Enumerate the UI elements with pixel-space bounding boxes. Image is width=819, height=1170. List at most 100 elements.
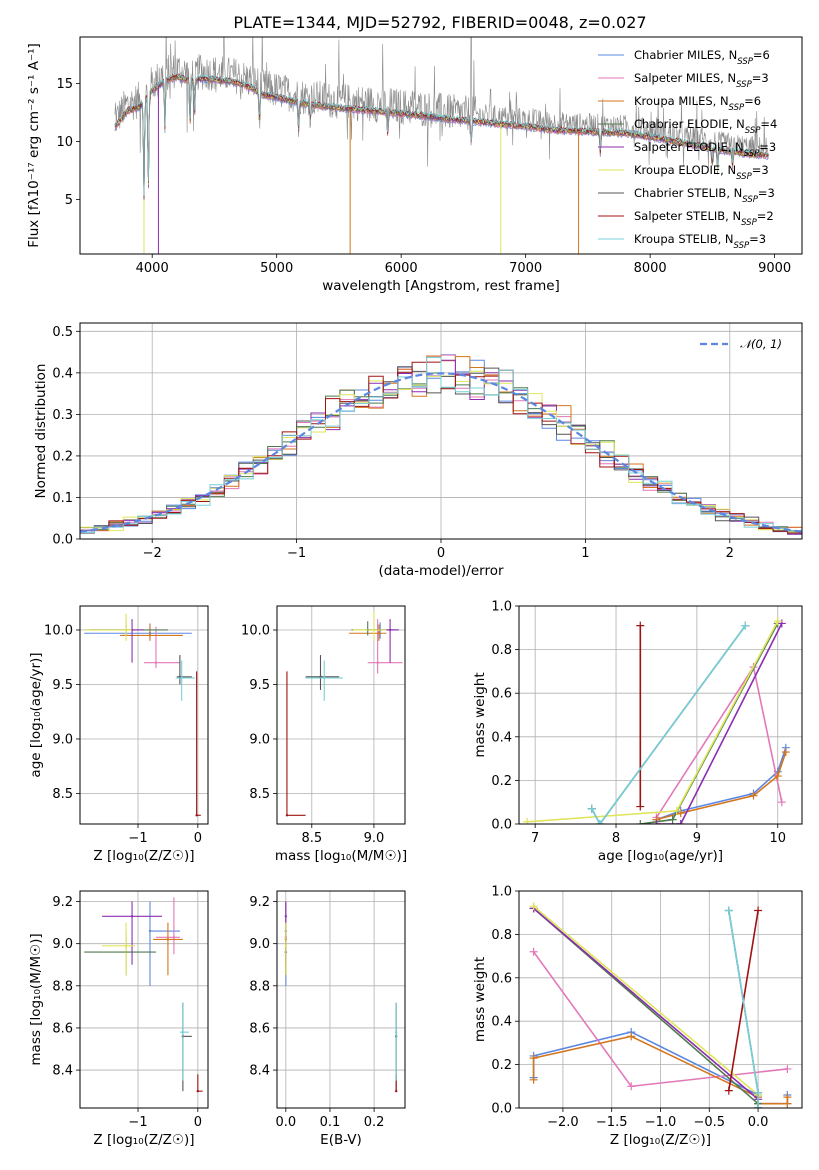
- y-tick-label: 9.0: [249, 732, 270, 747]
- y-tick-label: 8.8: [249, 979, 270, 994]
- legend-label: Salpeter STELIB, N: [634, 209, 741, 223]
- legend-label: Salpeter ELODIE, N: [634, 140, 744, 154]
- series-kroupa-elodie: [102, 922, 136, 976]
- series-line: [591, 625, 747, 824]
- y-tick-label: 9.2: [249, 895, 270, 910]
- plus-marker: [523, 817, 532, 824]
- y-tick-label: 0.6: [491, 687, 512, 702]
- axes-frame: [79, 605, 209, 825]
- plot-area: [114, 37, 769, 254]
- legend-suffix: =2: [757, 209, 774, 223]
- axes-frame: [276, 890, 406, 1109]
- axes-frame: [79, 322, 803, 540]
- series-salpeter-elodie: [90, 619, 144, 663]
- y-tick-label: 8.8: [52, 979, 73, 994]
- series-salpeter-elodie: [367, 619, 399, 663]
- plot-area: [523, 617, 790, 824]
- plus-marker: [724, 906, 733, 915]
- data-point: [148, 634, 152, 637]
- y-tick-label: 0.0: [491, 1102, 512, 1117]
- legend-suffix: =3: [752, 71, 769, 85]
- series-kroupa-elodie: [352, 611, 387, 641]
- data-point: [124, 944, 128, 947]
- x-tick-label: 7: [531, 831, 539, 846]
- y-tick-label: 9.5: [249, 678, 270, 693]
- plus-marker: [587, 804, 596, 813]
- y-tick-label: 8.6: [249, 1021, 270, 1036]
- series-kroupa-stelib: [587, 621, 750, 824]
- y-tick-label: 0.2: [491, 1058, 512, 1073]
- plot-area: [84, 613, 201, 817]
- x-tick-label: −2.0: [547, 1115, 579, 1130]
- series-kroupa-elodie: [523, 617, 782, 824]
- x-tick-label: 9: [693, 831, 701, 846]
- plus-marker: [627, 1032, 636, 1041]
- legend-label: Kroupa STELIB, N: [634, 232, 734, 246]
- legend-label: Chabrier ELODIE, N: [634, 117, 745, 131]
- x-tick-label: 0.1: [320, 1115, 341, 1130]
- y-axis-label: age [log₁₀(age/yr)]: [28, 652, 44, 777]
- data-point: [154, 661, 158, 664]
- plus-marker: [741, 621, 750, 630]
- x-tick-label: 0: [194, 831, 202, 846]
- plus-marker: [636, 621, 645, 630]
- plot-area: [285, 611, 403, 817]
- x-tick-label: 8.5: [301, 831, 322, 846]
- data-point: [172, 936, 176, 939]
- plot-area: [84, 897, 203, 1093]
- plus-marker: [672, 806, 681, 815]
- series-chabrier-elodie: [636, 619, 782, 824]
- axes-frame: [276, 605, 406, 825]
- x-tick-label: 7000: [509, 261, 542, 276]
- x-tick-label: 0: [194, 1115, 202, 1130]
- series-kroupa-stelib: [724, 906, 763, 1108]
- legend-suffix: =3: [758, 186, 775, 200]
- y-tick-label: 0.0: [52, 533, 73, 548]
- y-tick-label: 9.5: [52, 678, 73, 693]
- axes-frame: [518, 890, 803, 1109]
- y-tick-label: 15: [56, 77, 73, 92]
- data-point: [196, 1089, 200, 1093]
- x-tick-label: −0.5: [694, 1115, 726, 1130]
- legend-label: Chabrier STELIB, N: [634, 186, 742, 200]
- plus-marker: [529, 947, 538, 956]
- x-tick-label: −1.0: [645, 1115, 677, 1130]
- series-salpeter-miles: [144, 626, 180, 669]
- y-tick-label: 9.0: [52, 937, 73, 952]
- plus-marker: [595, 820, 604, 824]
- plus-marker: [749, 791, 758, 800]
- y-tick-label: 0.2: [491, 774, 512, 789]
- legend-label: Kroupa MILES, N: [634, 94, 729, 108]
- data-point: [388, 628, 392, 632]
- x-axis-label: E(B-V): [320, 1132, 362, 1148]
- series-salpeter-miles: [529, 947, 792, 1091]
- data-point: [195, 814, 198, 817]
- plus-marker: [773, 617, 782, 626]
- series-line: [656, 623, 783, 824]
- legend-subscript: SSP: [736, 172, 752, 182]
- legend-entry: Salpeter MILES, NSSP=3: [634, 71, 769, 90]
- plus-marker: [529, 1075, 538, 1084]
- chart-spectrum: 4000 5000 6000 7000 8000 9000 5 10 15 wavelength …: [26, 36, 803, 294]
- y-tick-label: 0.5: [52, 325, 73, 340]
- series-kroupa-miles: [152, 922, 183, 976]
- legend-entry: 𝒩(0, 1): [740, 337, 782, 351]
- data-point: [180, 676, 183, 680]
- x-tick-label: 1: [581, 546, 589, 561]
- chart-age_vs_metallicity: −1 0 8.5 9.0 9.5 10.0 Z [log₁₀(Z/Z☉)] age [log₁…: [28, 605, 209, 864]
- x-axis-label: Z [log₁₀(Z/Z☉)]: [610, 1132, 711, 1148]
- series-kroupa-miles: [652, 748, 790, 824]
- axes-frame: [79, 36, 803, 255]
- data-point: [124, 628, 128, 632]
- x-tick-label: 9000: [758, 261, 791, 276]
- legend-suffix: =3: [749, 232, 766, 246]
- x-tick-label: 10: [769, 831, 786, 846]
- legend-suffix: =6: [744, 94, 761, 108]
- y-tick-label: 1.0: [491, 600, 512, 615]
- x-axis-label: wavelength [Angstrom, rest frame]: [322, 278, 560, 294]
- plus-marker: [777, 798, 786, 807]
- legend-subscript: SSP: [737, 57, 753, 67]
- plus-marker: [754, 1088, 763, 1097]
- x-axis-label: Z [log₁₀(Z/Z☉)]: [93, 1132, 194, 1148]
